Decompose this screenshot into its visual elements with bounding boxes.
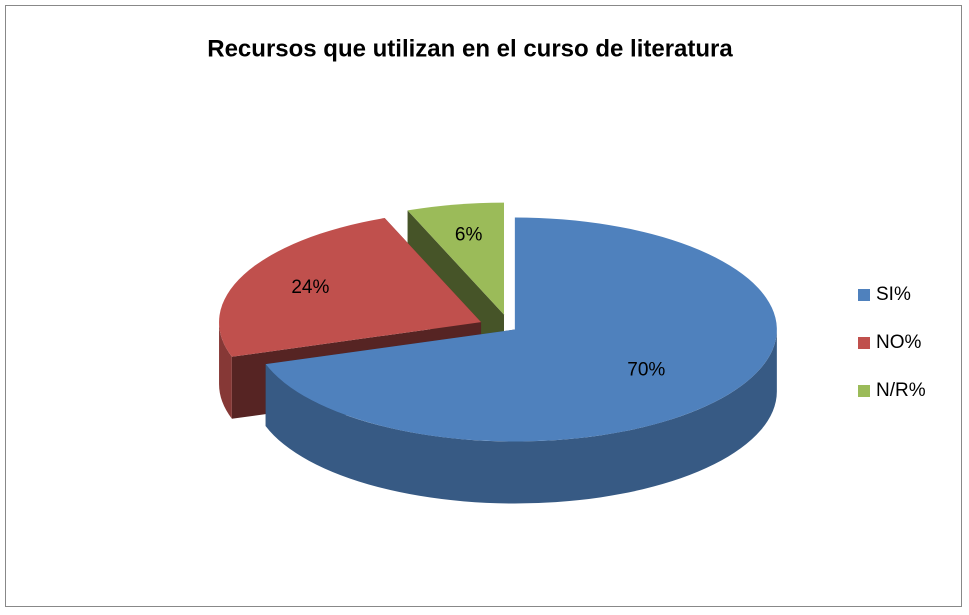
legend-label: NO% (876, 332, 922, 353)
legend-swatch (858, 337, 870, 349)
chart-title: Recursos que utilizan en el curso de lit… (207, 35, 733, 62)
data-label: 6% (455, 224, 483, 245)
legend-label: N/R% (876, 380, 926, 401)
slice-rim (219, 322, 232, 419)
slice (407, 202, 505, 315)
slice-rim (265, 329, 777, 504)
legend-label: SI% (876, 284, 911, 305)
legend-swatch (858, 385, 870, 397)
slice (265, 217, 777, 442)
data-label: 70% (627, 359, 665, 380)
data-label: 24% (291, 277, 329, 298)
slice (219, 218, 482, 357)
legend-swatch (858, 289, 870, 301)
